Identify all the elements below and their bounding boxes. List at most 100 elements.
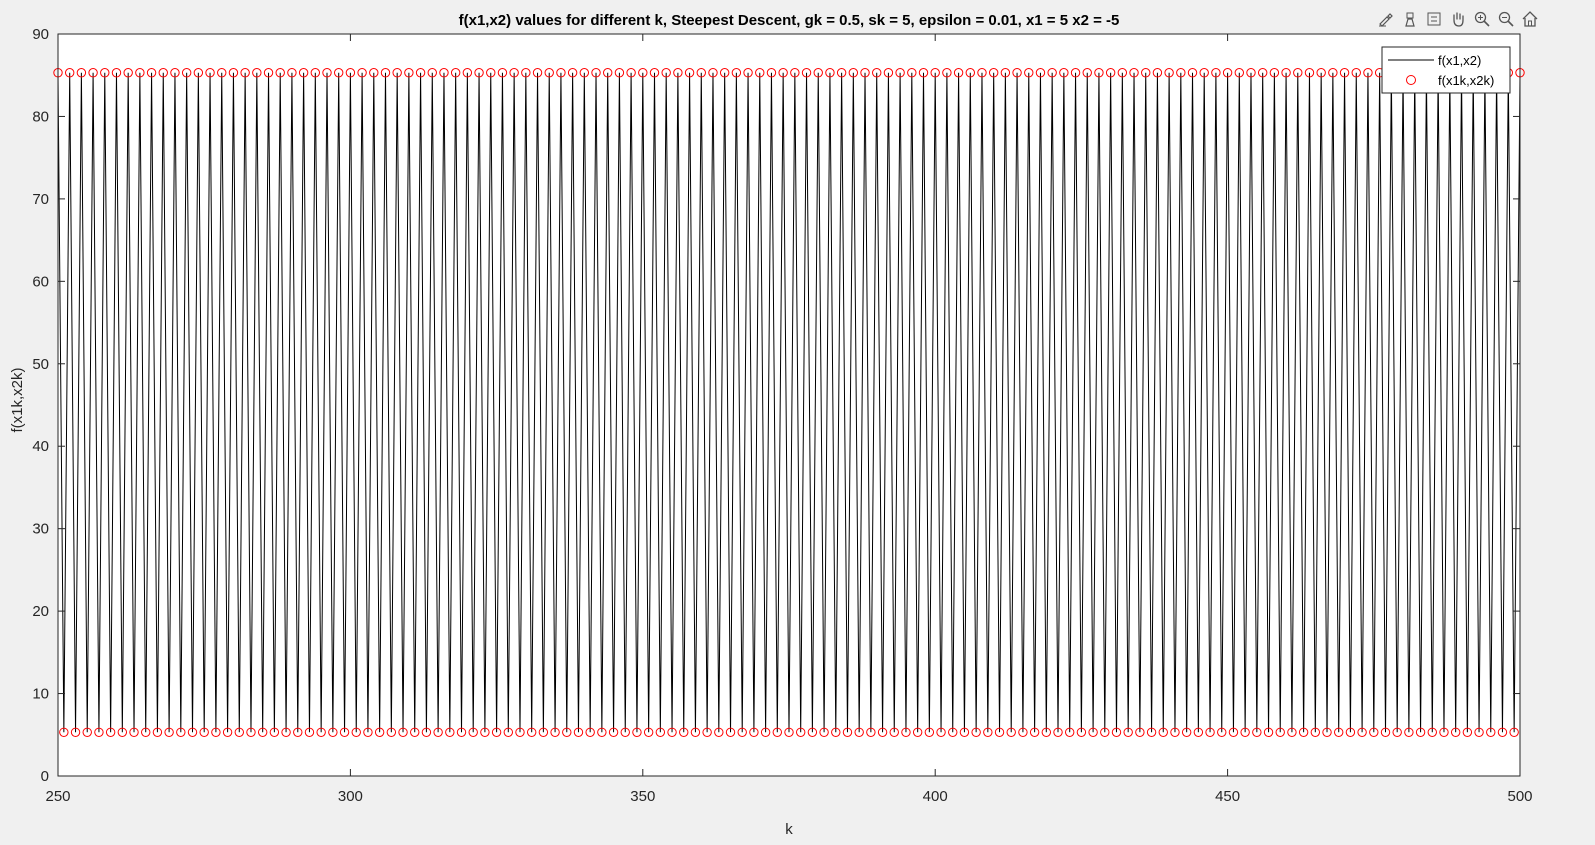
data-point-marker: [199, 727, 209, 737]
data-point-marker: [456, 727, 467, 737]
data-point-marker: [1170, 727, 1180, 737]
data-point-marker: [1380, 727, 1391, 737]
plot-area[interactable]: [58, 34, 1520, 776]
data-point-marker: [831, 727, 841, 737]
data-point-marker: [275, 68, 285, 78]
datatip-button[interactable]: [1399, 8, 1421, 30]
data-point-marker: [737, 727, 747, 737]
data-point-marker: [1474, 727, 1484, 737]
x-tick-label: 450: [1215, 788, 1240, 805]
data-point-marker: [1293, 68, 1303, 78]
pan-button[interactable]: [1447, 8, 1469, 30]
data-point-marker: [1100, 727, 1110, 737]
data-point-marker: [918, 68, 929, 78]
data-point-marker: [1111, 727, 1122, 737]
data-point-marker: [1047, 68, 1057, 78]
insert-legend-button[interactable]: [1423, 8, 1445, 30]
data-point-marker: [550, 727, 560, 737]
zoom-out-button[interactable]: [1495, 8, 1517, 30]
data-point-marker: [930, 68, 940, 78]
data-point-marker: [667, 727, 677, 737]
data-point-marker: [924, 727, 935, 737]
y-axis: 0 10 20 30 40 50 60 70 80 90: [32, 26, 1520, 785]
data-point-marker: [88, 68, 98, 78]
data-point-marker: [1053, 727, 1063, 737]
data-point-marker: [287, 68, 297, 78]
zoom-in-button[interactable]: [1471, 8, 1493, 30]
data-point-marker: [427, 68, 437, 78]
data-point-marker: [1205, 727, 1215, 737]
data-point-marker: [1298, 727, 1309, 737]
data-point-marker: [65, 68, 75, 78]
data-point-marker: [1217, 727, 1227, 737]
data-point-marker: [626, 68, 636, 78]
data-point-marker: [556, 68, 566, 78]
home-button[interactable]: [1519, 8, 1541, 30]
y-tick-label: 10: [32, 686, 49, 703]
data-point-marker: [1193, 727, 1204, 737]
x-tick-label: 500: [1507, 788, 1532, 805]
series-line-f-x1-x2: [57, 72, 1521, 733]
data-point-marker: [351, 727, 361, 737]
data-point-marker: [585, 727, 595, 737]
data-point-marker: [1029, 727, 1040, 737]
y-tick-label: 40: [32, 438, 49, 455]
data-point-marker: [708, 68, 718, 78]
data-point-marker: [965, 68, 975, 78]
data-point-marker: [193, 68, 204, 78]
data-point-marker: [544, 68, 554, 78]
data-point-marker: [1363, 68, 1373, 78]
data-point-marker: [59, 727, 69, 737]
data-point-marker: [836, 68, 847, 78]
data-point-marker: [866, 727, 876, 737]
axes-box: [57, 33, 1521, 777]
data-point-marker: [948, 727, 958, 737]
data-point-marker: [731, 68, 742, 78]
data-point-marker: [1246, 68, 1256, 78]
data-point-marker: [877, 727, 888, 737]
y-tick-label: 0: [41, 768, 49, 785]
data-point-marker: [760, 727, 771, 737]
data-point-marker: [439, 68, 449, 78]
data-point-marker: [573, 727, 584, 737]
data-point-marker: [1158, 727, 1168, 737]
data-point-marker: [702, 727, 712, 737]
data-point-marker: [293, 727, 303, 737]
data-point-marker: [263, 68, 274, 78]
data-point-marker: [1316, 68, 1326, 78]
data-point-marker: [217, 68, 227, 78]
data-point-marker: [141, 727, 151, 737]
brush-button[interactable]: [1375, 8, 1397, 30]
data-point-marker: [222, 727, 233, 737]
data-point-marker: [848, 68, 859, 78]
data-point-marker: [988, 68, 999, 78]
data-point-marker: [1222, 68, 1233, 78]
legend[interactable]: f(x1,x2) f(x1k,x2k): [1381, 46, 1511, 94]
brush-icon: [1379, 13, 1393, 27]
data-point-marker: [632, 727, 642, 737]
data-point-marker: [1497, 727, 1508, 737]
data-point-marker: [953, 68, 964, 78]
data-point-marker: [100, 68, 110, 78]
data-point-marker: [725, 727, 736, 737]
data-point-marker: [269, 727, 280, 737]
data-point-marker: [480, 727, 490, 737]
data-point-marker: [1105, 68, 1116, 78]
data-point-marker: [1462, 727, 1473, 737]
data-point-marker: [1339, 68, 1350, 78]
data-point-marker: [1082, 68, 1092, 78]
y-tick-label: 90: [32, 26, 49, 43]
data-point-marker: [901, 727, 911, 737]
data-point-marker: [334, 68, 344, 78]
pan-icon: [1453, 12, 1464, 27]
data-point-marker: [135, 68, 145, 78]
x-tick-label: 300: [338, 788, 363, 805]
data-point-marker: [1070, 68, 1081, 78]
data-point-marker: [778, 68, 788, 78]
data-point-marker: [1234, 68, 1245, 78]
data-point-marker: [1176, 68, 1186, 78]
data-point-marker: [421, 727, 432, 737]
data-point-marker: [936, 727, 946, 737]
data-point-marker: [907, 68, 917, 78]
data-point-marker: [942, 68, 952, 78]
